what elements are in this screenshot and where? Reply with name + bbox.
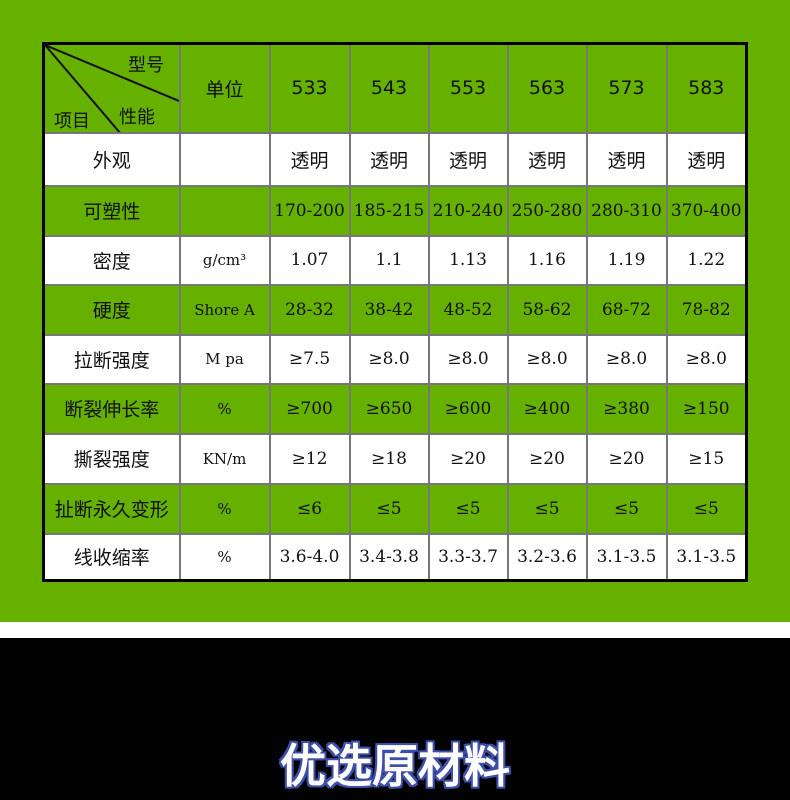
value-cell: 3.3-3.7 — [427, 532, 509, 582]
value-cell: ≥380 — [585, 382, 668, 435]
corner-property-label: 性能 — [119, 107, 155, 128]
corner-item-label: 项目 — [54, 111, 90, 132]
value-cell: ≤5 — [665, 482, 748, 535]
property-label: 断裂伸长率 — [42, 382, 181, 435]
value-cell: 58-62 — [506, 283, 588, 336]
value-cell: ≥7.5 — [268, 333, 351, 385]
value-cell: ≥150 — [665, 382, 748, 435]
divider-strip — [0, 622, 790, 638]
value-cell: 3.1-3.5 — [585, 532, 668, 582]
model-header: 553 — [427, 42, 509, 134]
corner-cell: 型号 性能 项目 — [42, 42, 181, 134]
diagonal-lines — [45, 45, 178, 131]
property-label: 撕裂强度 — [42, 432, 181, 485]
table-row: 拉断强度 M pa ≥7.5 ≥8.0 ≥8.0 ≥8.0 ≥8.0 ≥8.0 — [42, 333, 748, 385]
property-label: 拉断强度 — [42, 333, 181, 385]
value-cell: 1.19 — [585, 234, 668, 286]
unit-header: 单位 — [178, 42, 271, 134]
value-cell: ≥15 — [665, 432, 748, 485]
value-cell: 透明 — [665, 131, 748, 187]
value-cell: 3.1-3.5 — [665, 532, 748, 582]
value-cell: 78-82 — [665, 283, 748, 336]
value-cell: 1.07 — [268, 234, 351, 286]
value-cell: 185-215 — [348, 184, 430, 237]
model-header: 563 — [506, 42, 588, 134]
spec-table: 型号 性能 项目 单位 533 543 553 563 573 583 外观 透明… — [42, 42, 748, 582]
unit-cell: Shore A — [178, 283, 271, 336]
table-row: 扯断永久变形% ≤6 ≤5 ≤5 ≤5 ≤5 ≤5 — [42, 482, 748, 535]
table-row: 外观 透明 透明 透明 透明 透明 透明 — [42, 131, 748, 187]
value-cell: 370-400 — [665, 184, 748, 237]
value-cell: 3.6-4.0 — [268, 532, 351, 582]
value-cell: ≤5 — [427, 482, 509, 535]
value-cell: 280-310 — [585, 184, 668, 237]
model-header: 583 — [665, 42, 748, 134]
value-cell: ≥12 — [268, 432, 351, 485]
value-cell: ≥8.0 — [506, 333, 588, 385]
property-label: 密度 — [42, 234, 181, 286]
value-cell: ≥8.0 — [665, 333, 748, 385]
value-cell: 1.16 — [506, 234, 588, 286]
value-cell: 68-72 — [585, 283, 668, 336]
value-cell: 3.2-3.6 — [506, 532, 588, 582]
value-cell: ≥8.0 — [348, 333, 430, 385]
model-header: 533 — [268, 42, 351, 134]
value-cell: ≤6 — [268, 482, 351, 535]
table-row: 密度 g/cm³ 1.07 1.1 1.13 1.16 1.19 1.22 — [42, 234, 748, 286]
value-cell: ≥600 — [427, 382, 509, 435]
property-label: 线收缩率 — [42, 532, 181, 582]
unit-cell — [178, 184, 271, 237]
unit-cell: % — [178, 382, 271, 435]
value-cell: 28-32 — [268, 283, 351, 336]
unit-cell: % — [178, 532, 271, 582]
table-row: 断裂伸长率% ≥700 ≥650 ≥600 ≥400 ≥380 ≥150 — [42, 382, 748, 435]
value-cell: ≥400 — [506, 382, 588, 435]
property-label: 可塑性 — [42, 184, 181, 237]
unit-cell: KN/m — [178, 432, 271, 485]
unit-cell — [178, 131, 271, 187]
value-cell: ≥18 — [348, 432, 430, 485]
value-cell: ≥20 — [506, 432, 588, 485]
value-cell: ≥20 — [427, 432, 509, 485]
property-label: 扯断永久变形 — [42, 482, 181, 535]
corner-model-label: 型号 — [128, 55, 164, 76]
property-label: 外观 — [42, 131, 181, 187]
value-cell: 170-200 — [268, 184, 351, 237]
value-cell: ≤5 — [585, 482, 668, 535]
black-section — [0, 638, 790, 800]
unit-cell: g/cm³ — [178, 234, 271, 286]
value-cell: 透明 — [427, 131, 509, 187]
table-row: 硬度 Shore A 28-32 38-42 48-52 58-62 68-72 78-82 — [42, 283, 748, 336]
value-cell: 1.22 — [665, 234, 748, 286]
unit-cell: % — [178, 482, 271, 535]
model-header: 543 — [348, 42, 430, 134]
value-cell: ≤5 — [348, 482, 430, 535]
property-label: 硬度 — [42, 283, 181, 336]
value-cell: 透明 — [585, 131, 668, 187]
value-cell: 透明 — [268, 131, 351, 187]
value-cell: 48-52 — [427, 283, 509, 336]
unit-cell: M pa — [178, 333, 271, 385]
table-row: 线收缩率% 3.6-4.0 3.4-3.8 3.3-3.7 3.2-3.6 3.1-3.5… — [42, 532, 748, 582]
value-cell: 1.13 — [427, 234, 509, 286]
value-cell: ≥8.0 — [585, 333, 668, 385]
table-row: 可塑性 170-200 185-215 210-240 250-280 280-310 37… — [42, 184, 748, 237]
model-header: 573 — [585, 42, 668, 134]
value-cell: 3.4-3.8 — [348, 532, 430, 582]
value-cell: ≤5 — [506, 482, 588, 535]
value-cell: ≥8.0 — [427, 333, 509, 385]
value-cell: 透明 — [348, 131, 430, 187]
value-cell: ≥700 — [268, 382, 351, 435]
value-cell: 210-240 — [427, 184, 509, 237]
value-cell: 38-42 — [348, 283, 430, 336]
header-row: 型号 性能 项目 单位 533 543 553 563 573 583 — [42, 42, 748, 134]
table-row: 撕裂强度 KN/m ≥12 ≥18 ≥20 ≥20 ≥20 ≥15 — [42, 432, 748, 485]
section-title: 优选原材料 — [280, 739, 510, 793]
value-cell: 1.1 — [348, 234, 430, 286]
value-cell: 250-280 — [506, 184, 588, 237]
value-cell: ≥650 — [348, 382, 430, 435]
value-cell: 透明 — [506, 131, 588, 187]
value-cell: ≥20 — [585, 432, 668, 485]
